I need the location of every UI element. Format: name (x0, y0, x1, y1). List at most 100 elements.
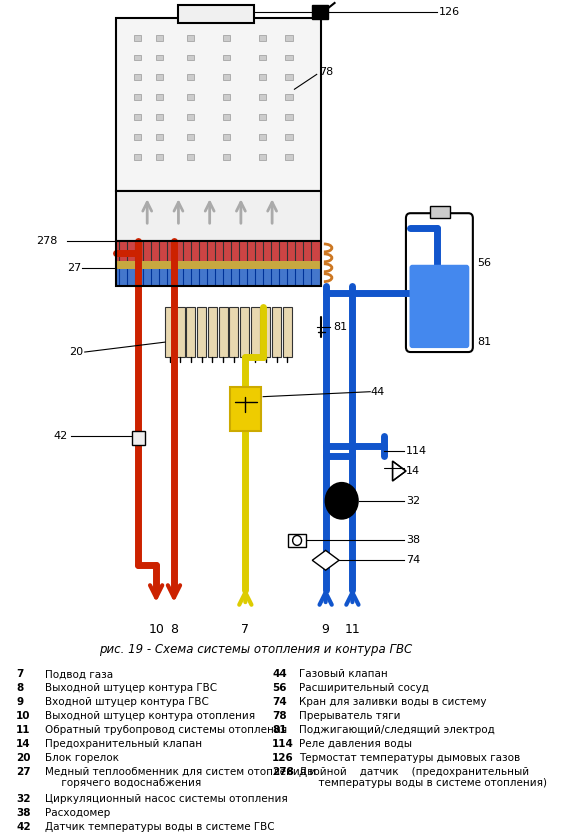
Text: Выходной штуцер контура отопления: Выходной штуцер контура отопления (45, 711, 255, 721)
Text: 10: 10 (148, 623, 164, 636)
Text: Предохранительный клапан: Предохранительный клапан (45, 739, 202, 749)
Text: 20: 20 (16, 753, 30, 763)
Bar (134, 54, 141, 61)
Bar (259, 94, 266, 100)
Text: 38: 38 (406, 536, 420, 546)
Bar (259, 74, 266, 80)
Text: 114: 114 (406, 446, 427, 456)
Text: 11: 11 (344, 623, 361, 636)
Bar (156, 114, 163, 120)
Bar (156, 94, 163, 100)
Bar (134, 74, 141, 80)
Bar (286, 114, 293, 120)
Bar (134, 154, 141, 160)
Bar (187, 54, 194, 61)
Text: 126: 126 (439, 7, 460, 17)
Text: Обратный трубопровод системы отопления: Обратный трубопровод системы отопления (45, 725, 287, 735)
Bar (223, 134, 230, 140)
Bar (262, 307, 270, 357)
Bar (116, 192, 321, 241)
Bar (187, 35, 194, 41)
Text: 8: 8 (170, 623, 178, 636)
Bar (187, 134, 194, 140)
Text: 9: 9 (321, 623, 329, 636)
Bar (156, 74, 163, 80)
Circle shape (325, 483, 358, 519)
Text: 81: 81 (477, 337, 492, 347)
Bar (286, 35, 293, 41)
Bar (259, 54, 266, 61)
Text: 56: 56 (272, 683, 286, 693)
Bar (259, 114, 266, 120)
Text: 56: 56 (477, 257, 491, 267)
Bar (230, 387, 262, 431)
Text: 7: 7 (16, 670, 24, 680)
Text: 44: 44 (272, 670, 287, 680)
Bar (197, 307, 206, 357)
Bar (116, 241, 321, 266)
Text: Входной штуцер контура ГВС: Входной штуцер контура ГВС (45, 697, 209, 707)
Text: 114: 114 (272, 739, 294, 749)
Bar (223, 114, 230, 120)
Text: 42: 42 (16, 822, 30, 832)
Bar (286, 154, 293, 160)
Bar (229, 307, 238, 357)
Text: рис. 19 - Схема системы отопления и контура ГВС: рис. 19 - Схема системы отопления и конт… (99, 642, 413, 656)
Text: 126: 126 (272, 753, 294, 763)
Bar (134, 94, 141, 100)
Bar (132, 431, 144, 446)
Bar (259, 154, 266, 160)
Bar (240, 307, 249, 357)
Bar (187, 114, 194, 120)
Bar (223, 94, 230, 100)
Text: Медный теплообменник для систем отопления и
     горячего водоснабжения: Медный теплообменник для систем отоплени… (45, 766, 316, 788)
Text: 20: 20 (70, 347, 84, 357)
Text: 78: 78 (319, 67, 333, 77)
Text: Выходной штуцер контура ГВС: Выходной штуцер контура ГВС (45, 683, 217, 693)
Bar (218, 307, 228, 357)
Bar (223, 54, 230, 61)
Bar (251, 307, 260, 357)
Bar (223, 74, 230, 80)
Text: 81: 81 (333, 322, 347, 332)
Bar (116, 17, 321, 192)
Text: 27: 27 (67, 262, 81, 272)
Text: 11: 11 (16, 725, 30, 735)
Polygon shape (312, 551, 339, 571)
Bar (178, 5, 254, 22)
Text: Двойной    датчик    (предохранительный
      температуры воды в системе отоплен: Двойной датчик (предохранительный темпер… (299, 766, 547, 788)
Bar (223, 154, 230, 160)
Bar (176, 307, 185, 357)
Text: 14: 14 (16, 739, 30, 749)
Text: Подвод газа: Подвод газа (45, 670, 113, 680)
Bar (116, 261, 321, 269)
Bar (156, 134, 163, 140)
Text: 9: 9 (16, 697, 23, 707)
Bar (165, 307, 174, 357)
Bar (187, 154, 194, 160)
Bar (134, 114, 141, 120)
Bar (259, 35, 266, 41)
Text: 38: 38 (16, 808, 30, 818)
Text: Поджигающий/следящий электрод: Поджигающий/следящий электрод (299, 725, 494, 735)
Bar (312, 5, 328, 19)
FancyBboxPatch shape (409, 265, 469, 348)
Text: Циркуляционный насос системы отопления: Циркуляционный насос системы отопления (45, 795, 288, 805)
Text: 10: 10 (16, 711, 30, 721)
Bar (134, 134, 141, 140)
Text: Датчик температуры воды в системе ГВС: Датчик температуры воды в системе ГВС (45, 822, 274, 832)
Text: Расширительный сосуд: Расширительный сосуд (299, 683, 429, 693)
Text: 278: 278 (272, 766, 294, 776)
Text: 8: 8 (16, 683, 24, 693)
Bar (223, 35, 230, 41)
Bar (156, 35, 163, 41)
Text: Прерыватель тяги: Прерыватель тяги (299, 711, 400, 721)
Text: 32: 32 (406, 496, 420, 506)
FancyBboxPatch shape (406, 213, 473, 352)
Text: Блок горелок: Блок горелок (45, 753, 118, 763)
Text: 81: 81 (272, 725, 286, 735)
Text: 74: 74 (406, 556, 420, 566)
Bar (116, 241, 321, 286)
Bar (283, 307, 292, 357)
Text: 32: 32 (16, 795, 30, 805)
